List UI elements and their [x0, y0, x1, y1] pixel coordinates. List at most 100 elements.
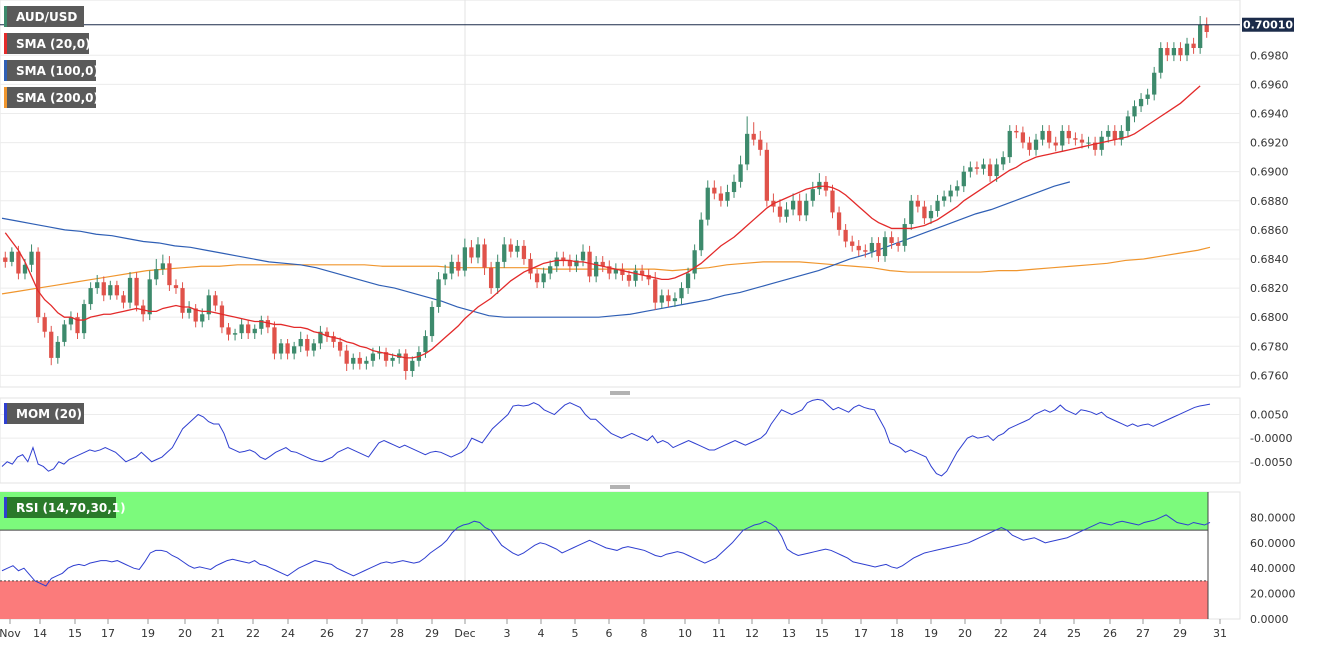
- rsi-y-tick-label: 40.0000: [1250, 562, 1296, 575]
- candle-body: [298, 338, 303, 347]
- price-y-tick-label: 0.6820: [1250, 282, 1289, 295]
- legend-sma100[interactable]: SMA (100,0): [4, 60, 99, 81]
- candle-body: [344, 350, 349, 364]
- candle-body: [324, 331, 330, 337]
- candle-body: [1171, 48, 1177, 56]
- candle-body: [554, 257, 559, 267]
- x-tick-label: 8: [641, 627, 648, 640]
- candle-body: [961, 171, 966, 187]
- candle-body: [403, 353, 408, 371]
- price-y-tick-label: 0.6840: [1250, 253, 1289, 266]
- rsi-zones: [0, 492, 1209, 619]
- candle-body: [515, 245, 520, 252]
- legend-symbol[interactable]: AUD/USD: [4, 6, 84, 27]
- price-y-tick-label: 0.6860: [1250, 224, 1289, 237]
- candle-body: [81, 304, 87, 334]
- candle-body: [804, 200, 809, 216]
- legend-rsi-label: RSI (14,70,30,1): [16, 501, 126, 515]
- candle-body: [377, 352, 382, 354]
- resize-handle-rsi[interactable]: [610, 485, 630, 489]
- candle-body: [337, 341, 343, 351]
- x-tick-label: Nov: [0, 627, 21, 640]
- candle-body: [246, 324, 251, 334]
- candlestick-series: [3, 16, 1209, 380]
- candle-body: [941, 196, 947, 201]
- candle-body: [561, 257, 566, 261]
- x-tick-label: 26: [320, 627, 334, 640]
- candle-body: [600, 261, 605, 267]
- candle-body: [488, 267, 494, 289]
- candle-body: [456, 261, 461, 271]
- candle-body: [659, 295, 664, 303]
- candle-body: [777, 206, 783, 217]
- candle-body: [646, 274, 651, 280]
- mom-y-tick-label: 0.0050: [1250, 409, 1289, 422]
- resize-handle-mom[interactable]: [610, 391, 630, 395]
- mom-gridlines: [0, 414, 1240, 463]
- price-y-tick-label: 0.6760: [1250, 369, 1289, 382]
- last-price-label: 0.70010: [1242, 17, 1294, 32]
- candle-body: [1112, 130, 1117, 140]
- candle-body: [186, 308, 192, 313]
- x-tick-label: 18: [890, 627, 904, 640]
- candle-body: [528, 258, 533, 274]
- candle-body: [935, 200, 940, 211]
- candle-body: [731, 181, 737, 193]
- rsi-y-tick-label: 20.0000: [1250, 588, 1296, 601]
- candle-body: [541, 273, 546, 283]
- x-tick-label: 15: [815, 627, 829, 640]
- candle-body: [679, 288, 684, 299]
- legend-rsi[interactable]: RSI (14,70,30,1): [4, 497, 126, 518]
- rsi-series: [1, 514, 1211, 587]
- candle-body: [49, 331, 54, 358]
- price-y-tick-label: 0.6960: [1250, 78, 1289, 91]
- candle-body: [876, 242, 881, 257]
- candle-body: [856, 245, 861, 251]
- candle-body: [764, 149, 769, 201]
- candle-body: [863, 250, 868, 252]
- candle-body: [29, 251, 34, 265]
- x-tick-label: 5: [572, 627, 579, 640]
- candle-body: [1178, 48, 1183, 56]
- candle-body: [42, 317, 47, 332]
- candle-body: [613, 269, 618, 274]
- candle-body: [127, 277, 133, 303]
- candle-body: [955, 186, 960, 191]
- x-tick-label: 21: [211, 627, 225, 640]
- candle-body: [1152, 72, 1157, 95]
- candle-body: [1158, 48, 1163, 73]
- candle-body: [193, 308, 198, 322]
- candle-body: [751, 133, 756, 140]
- candle-body: [626, 274, 632, 281]
- candle-body: [114, 285, 120, 296]
- x-tick-label: 10: [678, 627, 692, 640]
- legend-sma20[interactable]: SMA (20,0): [4, 33, 91, 54]
- legend-sma200[interactable]: SMA (200,0): [4, 87, 99, 108]
- candle-body: [390, 357, 395, 361]
- legend-sma200-label: SMA (200,0): [16, 91, 99, 105]
- candle-body: [534, 273, 540, 283]
- candle-body: [9, 251, 14, 262]
- candle-body: [712, 187, 717, 194]
- legend-mom[interactable]: MOM (20): [4, 403, 84, 424]
- candle-body: [436, 279, 441, 307]
- candle-body: [1053, 142, 1058, 146]
- x-tick-label: 13: [782, 627, 796, 640]
- x-tick-label: 24: [281, 627, 295, 640]
- price-y-tick-label: 0.6880: [1250, 195, 1289, 208]
- candle-body: [1020, 132, 1026, 143]
- mom-line: [1, 398, 1211, 477]
- x-tick-label: 25: [1067, 627, 1081, 640]
- legend-mom-label: MOM (20): [16, 407, 82, 421]
- candle-body: [666, 295, 671, 302]
- x-tick-label: 4: [538, 627, 545, 640]
- x-tick-label: 29: [1173, 627, 1187, 640]
- x-tick-label: 31: [1213, 627, 1227, 640]
- candle-body: [311, 343, 316, 351]
- candle-body: [423, 336, 428, 353]
- candle-body: [620, 269, 625, 275]
- candle-body: [147, 279, 152, 315]
- x-tick-label: 19: [141, 627, 155, 640]
- price-y-tick-label: 0.6780: [1250, 340, 1289, 353]
- candle-body: [154, 269, 159, 280]
